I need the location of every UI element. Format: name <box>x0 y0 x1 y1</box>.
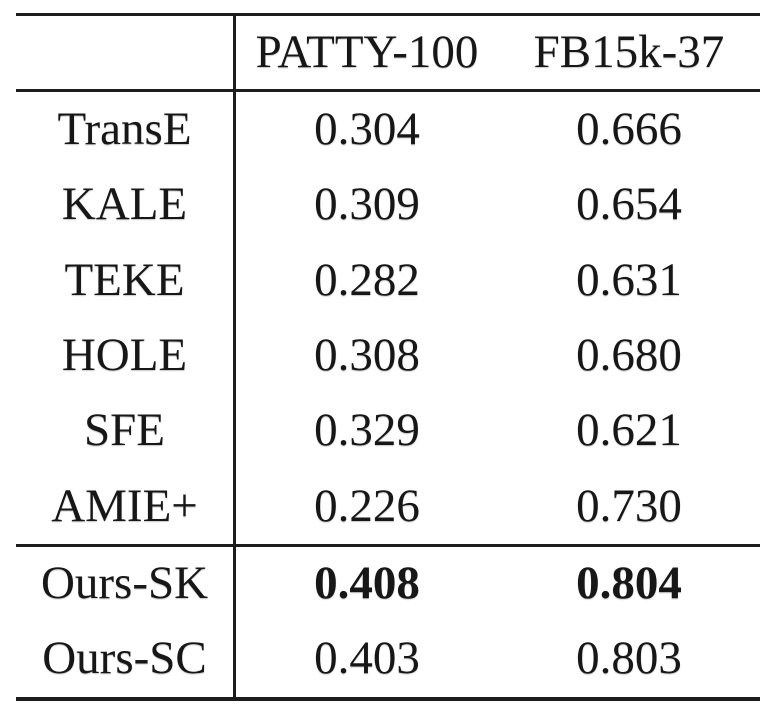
row-label: Ours-SK <box>16 543 236 621</box>
row-label: TransE <box>16 92 236 168</box>
value-cell: 0.654 <box>576 178 682 231</box>
row-label: AMIE+ <box>16 468 236 544</box>
value-cell: 0.666 <box>576 103 682 156</box>
header-cell-empty <box>16 16 236 92</box>
value-cell: 0.308 <box>314 329 420 382</box>
value-cell: 0.621 <box>576 404 682 457</box>
row-label: SFE <box>16 393 236 469</box>
value-cell: 0.803 <box>576 632 682 685</box>
row-label: TEKE <box>16 242 236 318</box>
value-cell: 0.680 <box>576 329 682 382</box>
column-header-fb15k-37: FB15k-37 <box>498 16 760 92</box>
row-label: Ours-SC <box>16 620 236 697</box>
value-cell-best: 0.408 <box>236 543 498 621</box>
value-cell: 0.631 <box>576 253 682 306</box>
value-cell: 0.403 <box>314 632 420 685</box>
value-cell: 0.304 <box>314 103 420 156</box>
value-cell-best: 0.804 <box>498 543 760 621</box>
value-cell: 0.226 <box>314 479 420 532</box>
value-cell: 0.309 <box>314 178 420 231</box>
value-cell: 0.329 <box>314 404 420 457</box>
row-label: HOLE <box>16 317 236 394</box>
value-cell: 0.730 <box>576 479 682 532</box>
column-header-patty-100: PATTY-100 <box>236 16 498 92</box>
row-label: KALE <box>16 167 236 243</box>
value-cell: 0.282 <box>314 253 420 306</box>
results-table: PATTY-100 FB15k-37 TransE 0.304 0.666 KA… <box>16 13 760 701</box>
